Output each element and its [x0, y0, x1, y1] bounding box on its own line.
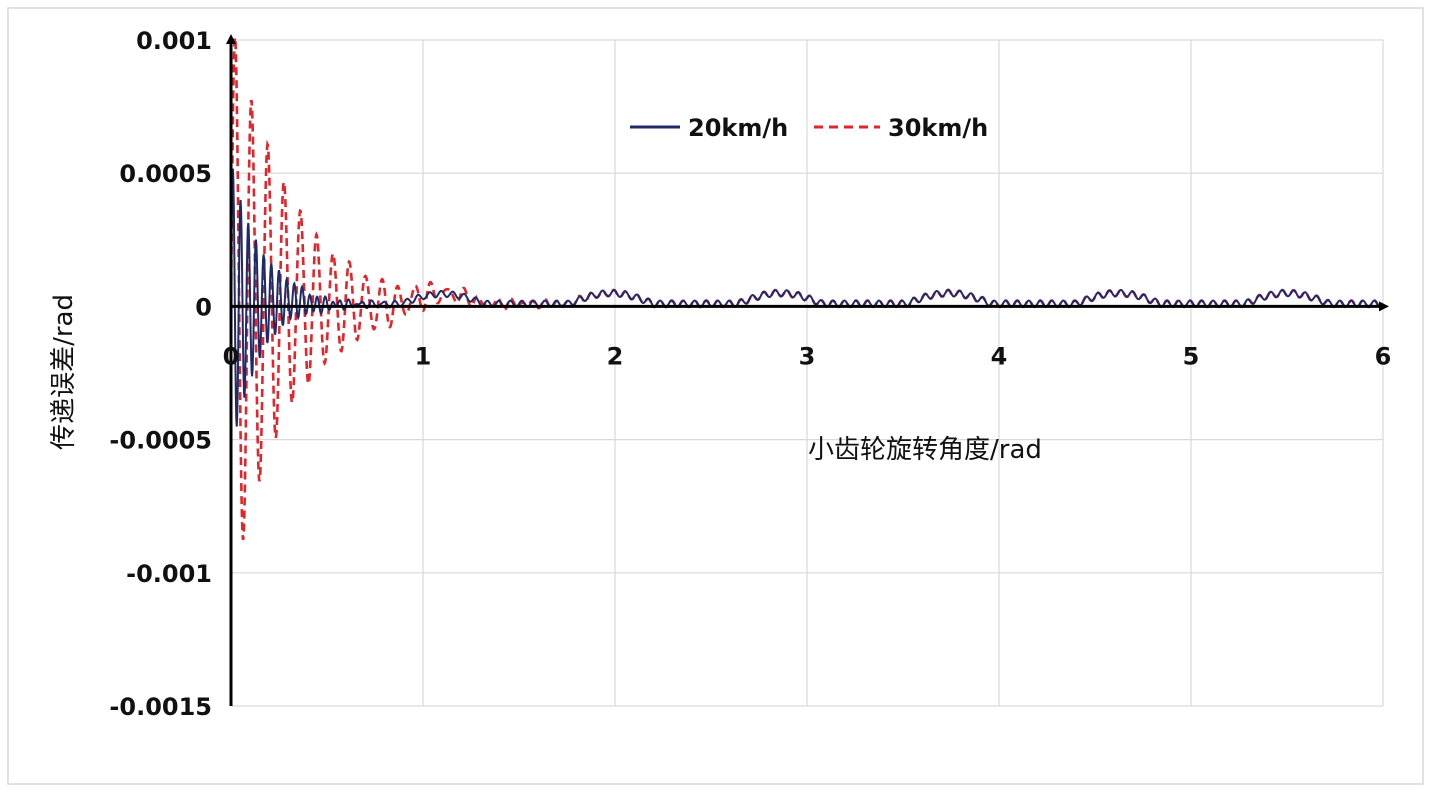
x-axis-title: 小齿轮旋转角度/rad	[808, 435, 1042, 465]
y-tick-label: 0	[195, 293, 212, 321]
x-tick-label: 6	[1375, 342, 1392, 370]
tick-labels: 0.001 0.0005 0 -0.0005 -0.001 -0.0015 0 1 2 3 4 5 6	[109, 27, 1391, 721]
legend-label-30: 30km/h	[888, 114, 988, 142]
y-tick-label: -0.001	[126, 560, 212, 588]
axes	[226, 34, 1389, 706]
x-tick-label: 5	[1183, 342, 1200, 370]
x-tick-label: 4	[991, 342, 1008, 370]
series-layer	[229, 37, 1385, 541]
legend-label-20: 20km/h	[688, 114, 788, 142]
legend: 20km/h 30km/h	[630, 114, 988, 142]
y-tick-label: -0.0015	[109, 693, 212, 721]
x-tick-label: 2	[607, 342, 624, 370]
series-line-20kmh	[230, 168, 1384, 427]
y-tick-label: 0.001	[136, 27, 212, 55]
x-tick-label: 1	[415, 342, 432, 370]
x-tick-label: 3	[799, 342, 816, 370]
y-tick-label: -0.0005	[109, 427, 212, 455]
y-tick-label: 0.0005	[119, 160, 212, 188]
x-tick-label: 0	[223, 342, 240, 370]
y-axis-title: 传递误差/rad	[49, 294, 79, 450]
